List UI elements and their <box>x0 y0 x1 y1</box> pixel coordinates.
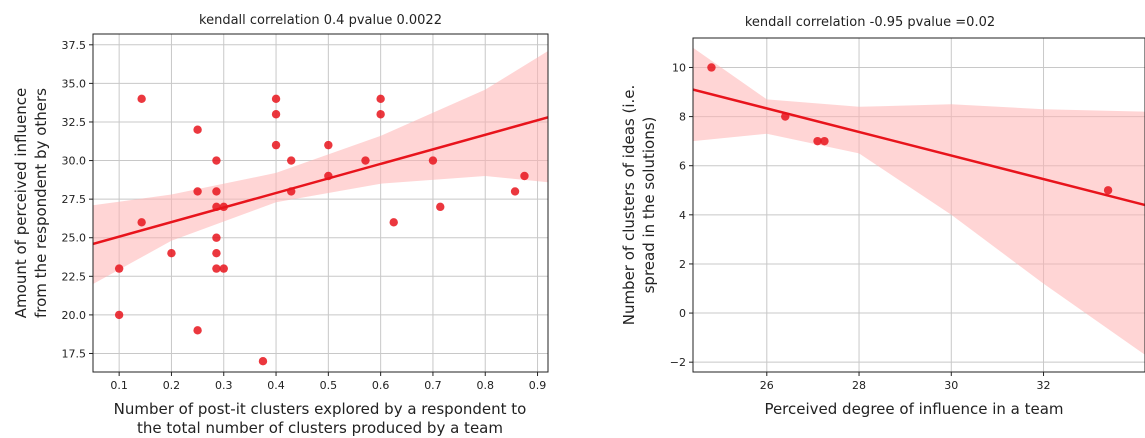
y-axis-label: Number of clusters of ideas (i.e. <box>620 85 638 326</box>
data-point <box>520 171 529 181</box>
confidence-band <box>693 47 1145 355</box>
data-point <box>193 187 202 196</box>
data-point <box>271 140 281 150</box>
data-point <box>361 156 370 165</box>
y-tick-label: −2 <box>670 356 686 369</box>
x-tick-label: 30 <box>944 379 958 392</box>
y-tick-label: 10 <box>672 61 686 74</box>
data-point <box>389 218 398 227</box>
data-point <box>212 187 221 196</box>
y-tick-label: 17.5 <box>62 347 87 360</box>
left-scatter-chart: 0.1 0.2 0.3 0.4 0.5 0.6 0.7 0.8 0.9 17.5 20.0 22.5 2… <box>12 13 549 437</box>
plot-frame <box>92 33 549 373</box>
x-tick-label: 0.2 <box>163 379 181 392</box>
data-point <box>1103 186 1113 195</box>
data-point <box>219 202 228 212</box>
data-point <box>376 110 385 119</box>
data-point <box>428 156 438 165</box>
data-point <box>212 202 221 212</box>
regression-line <box>693 88 1145 207</box>
x-tick-label: 0.5 <box>320 379 338 392</box>
data-point <box>510 187 520 196</box>
data-point <box>271 94 281 104</box>
x-tick-label: 0.7 <box>424 379 442 392</box>
x-tick-label: 26 <box>760 379 774 392</box>
data-point <box>193 125 202 134</box>
data-point <box>193 326 202 335</box>
y-tick-label: 6 <box>679 160 686 173</box>
y-tick-label: 0 <box>679 307 686 320</box>
x-axis-label: the total number of clusters produced by… <box>137 419 503 437</box>
data-point <box>376 94 385 104</box>
confidence-band <box>93 51 548 284</box>
right-scatter-chart: 26 28 30 32 −2 0 2 4 6 8 10 kendall correlation -0.… <box>620 15 1145 418</box>
data-point <box>114 310 124 320</box>
x-axis-label: Number of post-it clusters explored by a… <box>114 400 527 418</box>
data-point <box>707 63 716 72</box>
x-tick-label: 32 <box>1037 379 1051 392</box>
data-point <box>219 264 228 273</box>
data-point <box>114 264 124 273</box>
data-point <box>137 218 146 227</box>
y-tick-label: 27.5 <box>62 193 87 206</box>
y-tick-label: 4 <box>679 209 686 222</box>
y-axis-label: spread in the solutions) <box>640 117 658 294</box>
x-tick-label: 28 <box>852 379 866 392</box>
data-point <box>212 156 221 165</box>
x-tick-label: 0.3 <box>215 379 233 392</box>
y-tick-label: 30.0 <box>62 155 87 168</box>
data-point <box>271 110 281 119</box>
x-tick-label: 0.9 <box>529 379 547 392</box>
y-tick-label: 35.0 <box>62 77 87 90</box>
y-tick-label: 25.0 <box>62 232 87 245</box>
chart-title: kendall correlation -0.95 pvalue =0.02 <box>745 15 995 30</box>
x-tick-label: 0.8 <box>476 379 494 392</box>
data-point <box>212 264 221 273</box>
data-point <box>258 356 268 366</box>
x-tick-label: 0.6 <box>372 379 390 392</box>
y-tick-label: 32.5 <box>62 116 87 129</box>
y-tick-label: 20.0 <box>62 309 87 322</box>
data-point <box>287 187 296 196</box>
data-point <box>212 233 221 242</box>
y-axis-label: Amount of perceived influence <box>12 88 30 318</box>
chart-title: kendall correlation 0.4 pvalue 0.0022 <box>199 13 442 28</box>
data-point <box>436 202 445 212</box>
data-point <box>137 94 146 104</box>
data-point <box>324 171 333 181</box>
data-point <box>287 156 296 165</box>
x-tick-label: 0.1 <box>110 379 128 392</box>
plot-frame <box>692 37 1145 373</box>
data-point <box>324 140 333 150</box>
regression-line <box>93 116 548 246</box>
data-point <box>212 248 221 258</box>
data-point <box>813 136 822 146</box>
data-point <box>781 112 790 121</box>
y-tick-label: 22.5 <box>62 270 87 283</box>
y-tick-label: 37.5 <box>62 39 87 52</box>
y-tick-label: 8 <box>679 111 686 124</box>
y-tick-label: 2 <box>679 258 686 271</box>
x-tick-label: 0.4 <box>267 379 285 392</box>
data-point <box>820 136 829 146</box>
y-axis-label: from the respondent by others <box>32 88 50 318</box>
x-axis-label: Perceived degree of influence in a team <box>764 400 1063 418</box>
data-point <box>167 248 176 258</box>
